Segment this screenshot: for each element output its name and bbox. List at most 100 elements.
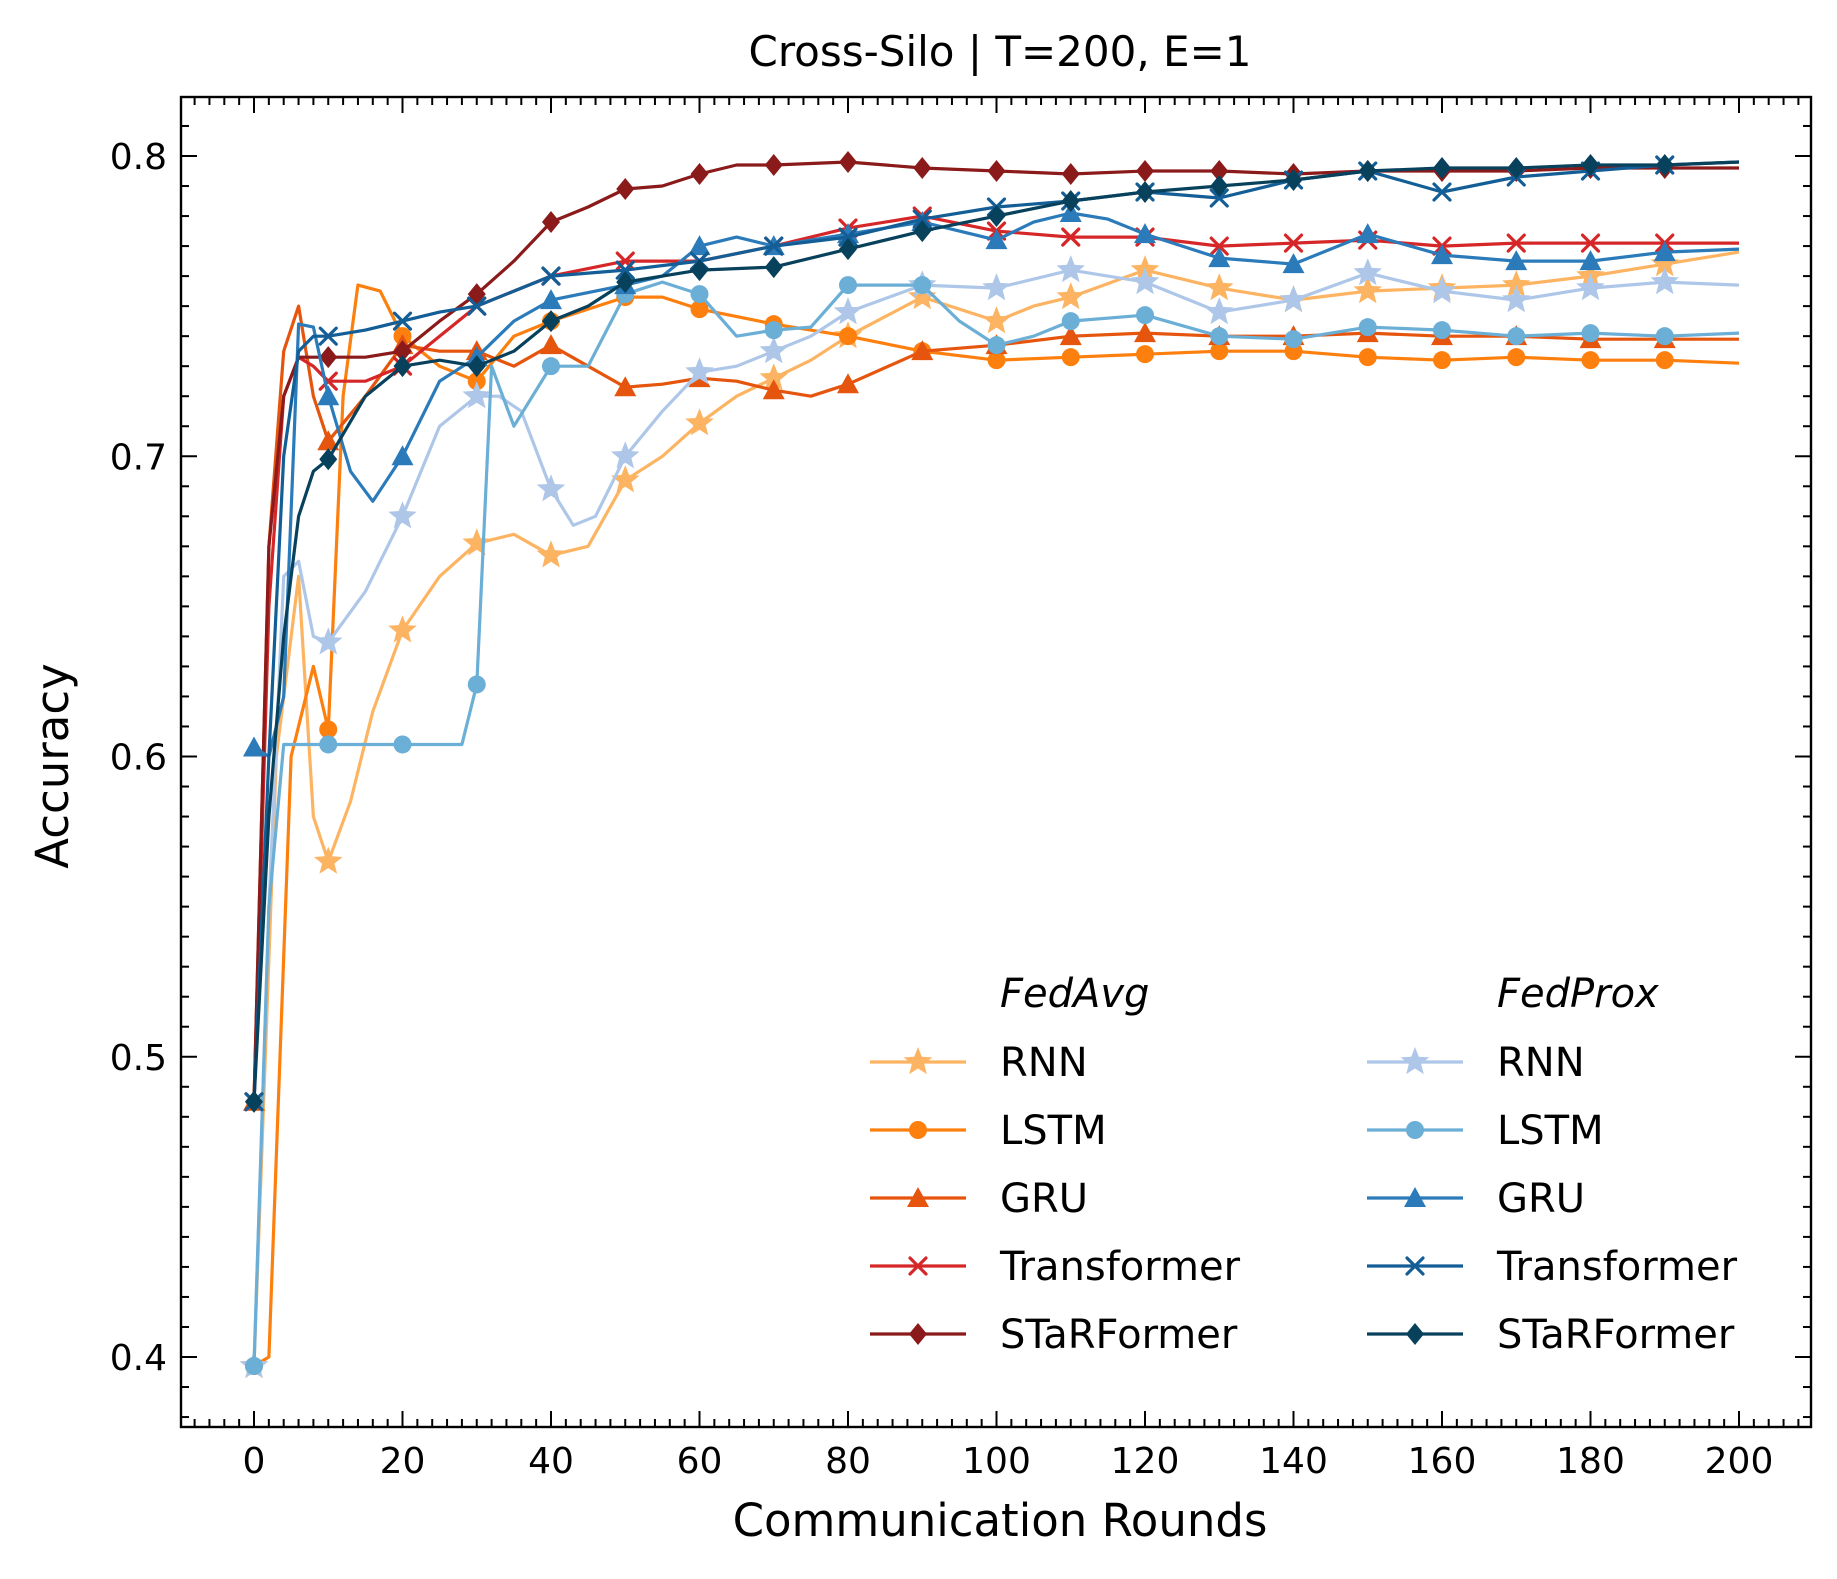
x-tick-label: 180 — [1556, 1441, 1625, 1482]
legend-label-fedprox-rnn: RNN — [1497, 1040, 1585, 1086]
data-point-fedavg-rnn — [1205, 273, 1234, 301]
x-tick-label: 100 — [962, 1441, 1031, 1482]
data-point-fedavg-lstm — [1507, 348, 1526, 367]
data-point-fedprox-starformer — [245, 1090, 263, 1113]
data-point-fedavg-gru — [762, 379, 785, 400]
data-point-fedprox-starformer — [616, 271, 635, 294]
legend-item-fedavg-transformer: Transformer — [870, 1244, 1241, 1290]
data-point-fedprox-lstm — [542, 357, 560, 376]
data-point-fedprox-transformer — [1209, 188, 1229, 208]
legend-label-fedprox-lstm: LSTM — [1497, 1108, 1604, 1154]
data-point-fedavg-rnn — [1650, 249, 1679, 277]
data-point-fedprox-rnn — [1576, 273, 1605, 301]
data-point-fedprox-starformer — [1061, 190, 1080, 213]
data-point-fedprox-gru — [1208, 247, 1231, 268]
data-point-fedprox-starformer — [1284, 169, 1303, 192]
data-point-fedavg-starformer — [393, 340, 412, 363]
data-point-fedprox-rnn — [1205, 297, 1234, 325]
series-line-fedavg-rnn — [252, 250, 1740, 1367]
series-line-fedprox-gru — [253, 211, 1740, 759]
data-point-fedprox-starformer — [764, 256, 783, 279]
data-point-fedprox-starformer — [1507, 157, 1526, 180]
data-point-fedprox-rnn — [759, 336, 788, 364]
legend-label-fedavg-starformer: STaRFormer — [1000, 1312, 1238, 1358]
data-point-fedprox-lstm — [1507, 327, 1526, 346]
data-point-fedavg-lstm — [1581, 351, 1600, 370]
data-point-fedavg-transformer — [1506, 233, 1526, 253]
legend-label-fedavg-lstm: LSTM — [1000, 1108, 1107, 1154]
data-point-fedprox-starformer — [1358, 160, 1377, 183]
x-tick-label: 40 — [528, 1441, 574, 1482]
data-point-fedavg-rnn — [536, 540, 566, 568]
data-point-fedavg-rnn — [908, 282, 937, 310]
data-point-fedavg-starformer — [839, 151, 857, 174]
data-point-fedavg-rnn — [388, 615, 417, 643]
series-line-fedavg-gru — [252, 304, 1739, 1102]
data-point-fedavg-starformer — [1136, 160, 1154, 183]
data-point-fedavg-lstm — [1061, 348, 1080, 367]
data-point-fedavg-gru — [837, 373, 859, 394]
data-point-fedprox-starformer — [913, 220, 932, 243]
legend-item-fedavg-lstm: LSTM — [870, 1108, 1107, 1154]
series-group — [239, 151, 1740, 1379]
data-point-fedavg-lstm — [319, 720, 338, 739]
x-tick-label: 0 — [243, 1441, 266, 1482]
legend-marker-fedprox-transformer — [1405, 1256, 1425, 1276]
data-point-fedavg-rnn — [685, 408, 714, 436]
legend-label-fedprox-transformer: Transformer — [1496, 1244, 1738, 1290]
y-tick-label: 0.6 — [110, 738, 167, 779]
data-point-fedprox-lstm — [1358, 318, 1377, 337]
legend-marker-fedavg-rnn — [903, 1047, 933, 1075]
legend: FedAvg RNN LSTM GRU Transformer STaRFormer Fed… — [870, 971, 1738, 1358]
data-point-fedprox-lstm — [839, 276, 857, 295]
legend-label-fedprox-starformer: STaRFormer — [1497, 1312, 1735, 1358]
data-point-fedprox-starformer — [467, 355, 486, 378]
data-point-fedprox-lstm — [1136, 306, 1154, 325]
data-point-fedprox-starformer — [1433, 157, 1451, 180]
legend-marker-fedavg-starformer — [909, 1323, 927, 1345]
series-fedprox-starformer — [245, 154, 1740, 1113]
x-tick-label: 140 — [1259, 1441, 1328, 1482]
legend-marker-fedavg-gru — [907, 1187, 929, 1207]
data-point-fedprox-starformer — [1136, 181, 1154, 204]
data-point-fedavg-lstm — [987, 351, 1006, 370]
data-point-fedprox-lstm — [319, 735, 338, 754]
data-point-fedprox-gru — [1059, 202, 1082, 223]
data-point-fedavg-lstm — [1136, 345, 1154, 364]
series-line-fedprox-rnn — [252, 268, 1740, 1367]
data-point-fedavg-gru — [540, 334, 562, 355]
data-point-fedavg-starformer — [764, 154, 783, 177]
data-point-fedavg-rnn — [982, 306, 1011, 334]
data-point-fedavg-lstm — [1358, 348, 1377, 367]
data-point-fedavg-gru — [614, 376, 637, 397]
data-point-fedavg-lstm — [1433, 351, 1451, 370]
data-point-fedavg-rnn — [1056, 282, 1085, 310]
data-point-fedprox-starformer — [393, 355, 412, 378]
data-point-fedavg-starformer — [319, 346, 338, 369]
data-point-fedavg-rnn — [1353, 276, 1382, 304]
data-point-fedavg-lstm — [839, 327, 857, 346]
data-point-fedprox-rnn — [1427, 276, 1457, 304]
legend-label-fedavg-transformer: Transformer — [999, 1244, 1241, 1290]
data-point-fedprox-gru — [540, 289, 562, 310]
data-point-fedprox-rnn — [1650, 267, 1679, 295]
data-point-fedprox-rnn — [611, 441, 640, 469]
data-point-fedprox-rnn — [1279, 285, 1308, 313]
legend-item-fedprox-rnn: RNN — [1367, 1040, 1585, 1086]
legend-label-fedprox-gru: GRU — [1497, 1176, 1585, 1222]
data-point-fedprox-rnn — [833, 297, 863, 325]
x-axis-label: Communication Rounds — [733, 1494, 1268, 1547]
legend-marker-fedavg-transformer — [908, 1256, 928, 1276]
data-point-fedavg-lstm — [690, 300, 709, 319]
data-point-fedprox-lstm — [1655, 327, 1674, 346]
legend-marker-fedprox-lstm — [1406, 1121, 1424, 1139]
data-point-fedavg-rnn — [611, 465, 640, 493]
data-point-fedprox-rnn — [1353, 258, 1382, 286]
series-fedprox-transformer — [244, 155, 1740, 1112]
data-point-fedavg-transformer — [1283, 233, 1304, 253]
data-point-fedprox-transformer — [541, 266, 561, 286]
legend-item-fedprox-lstm: LSTM — [1367, 1108, 1604, 1154]
data-point-fedprox-starformer — [1210, 175, 1229, 198]
x-tick-label: 80 — [825, 1441, 871, 1482]
data-point-fedprox-lstm — [1284, 330, 1303, 349]
